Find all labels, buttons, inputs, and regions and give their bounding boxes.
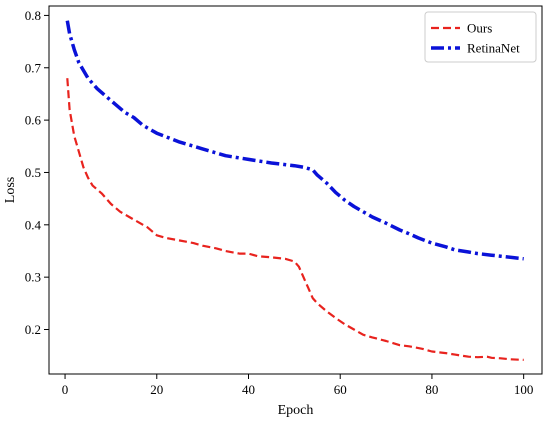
legend-label-ours: Ours bbox=[467, 21, 492, 36]
x-tick-label: 0 bbox=[62, 382, 69, 397]
x-tick-label: 40 bbox=[242, 382, 255, 397]
x-tick-label: 60 bbox=[334, 382, 347, 397]
y-tick-label: 0.7 bbox=[25, 60, 42, 75]
x-tick-label: 100 bbox=[514, 382, 534, 397]
plot-frame bbox=[48, 5, 543, 375]
legend: Ours RetinaNet bbox=[424, 11, 537, 63]
plot-lines bbox=[65, 20, 524, 361]
y-tick-label: 0.4 bbox=[25, 217, 42, 232]
series-line-retinanet bbox=[65, 20, 524, 261]
x-tick-label: 20 bbox=[150, 382, 163, 397]
y-tick-label: 0.3 bbox=[25, 270, 41, 285]
y-tick-label: 0.6 bbox=[25, 113, 42, 128]
legend-label-retinanet: RetinaNet bbox=[467, 41, 520, 56]
axis-ticks: 0 20 40 60 80 100 0.2 0.3 0.4 0.5 0.6 0.7 0.8 bbox=[25, 8, 534, 397]
x-tick-label: 80 bbox=[425, 382, 438, 397]
legend-box bbox=[424, 11, 537, 63]
y-tick-label: 0.2 bbox=[25, 322, 41, 337]
y-tick-label: 0.8 bbox=[25, 8, 41, 23]
y-axis-label: Loss bbox=[3, 177, 18, 203]
x-axis-label: Epoch bbox=[278, 403, 314, 418]
series-line-ours bbox=[66, 78, 524, 361]
y-tick-label: 0.5 bbox=[25, 165, 41, 180]
